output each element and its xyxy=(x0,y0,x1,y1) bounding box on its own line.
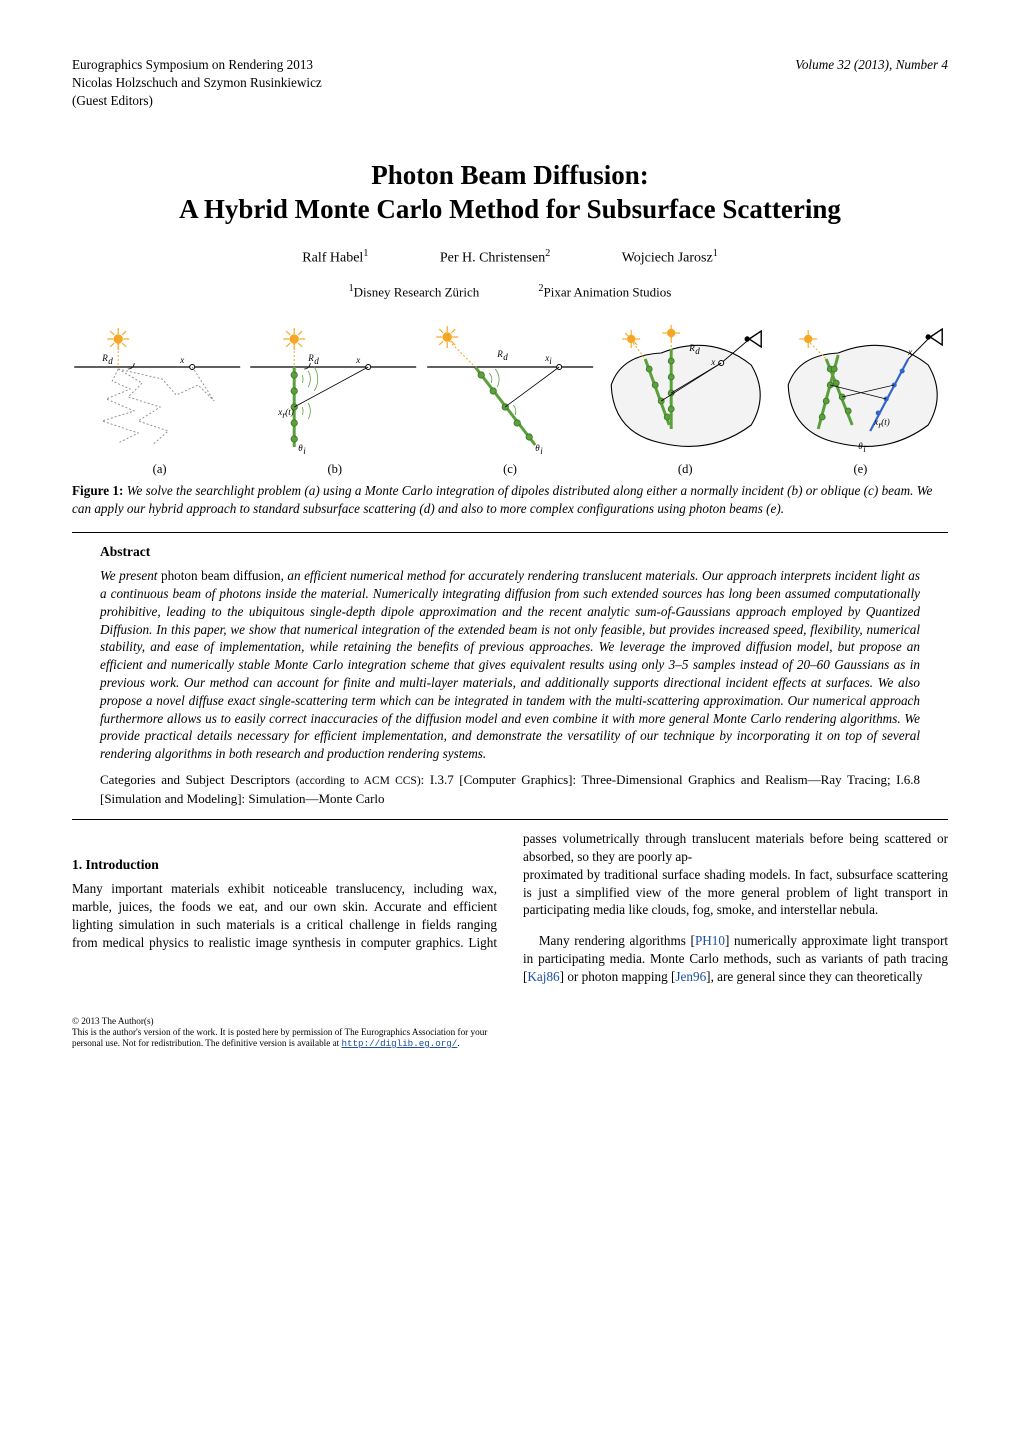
author-name: Per H. Christensen xyxy=(440,251,545,266)
affiliation-1: 1Disney Research Zürich xyxy=(349,282,480,301)
affiliation-2: 2Pixar Animation Studios xyxy=(539,282,672,301)
p2-a: Many rendering algorithms [ xyxy=(539,933,695,948)
figure-1d-label: (d) xyxy=(598,461,773,478)
title-line-1: Photon Beam Diffusion: xyxy=(72,159,948,193)
svg-text:(t): (t) xyxy=(881,417,890,427)
author-aff-mark: 1 xyxy=(363,248,368,259)
author-aff-mark: 2 xyxy=(545,248,550,259)
editors-role: (Guest Editors) xyxy=(72,92,322,110)
author-aff-mark: 1 xyxy=(713,248,718,259)
figure-1e: x⃗ x⃗r(t) θi xyxy=(778,325,948,455)
figure-1c: Rd x⃗i θi xyxy=(425,325,595,455)
venue-line: Eurographics Symposium on Rendering 2013 xyxy=(72,56,322,74)
svg-text:d: d xyxy=(503,352,508,362)
title-block: Photon Beam Diffusion: A Hybrid Monte Ca… xyxy=(72,159,948,301)
svg-text:(t): (t) xyxy=(286,407,295,417)
title-line-2: A Hybrid Monte Carlo Method for Subsurfa… xyxy=(72,193,948,227)
p2-c: ] or photon mapping [ xyxy=(560,969,676,984)
ccs-according: (according to ACM CCS) xyxy=(296,775,421,787)
volume-issue: Volume 32 (2013), Number 4 xyxy=(795,56,948,109)
author-2: Per H. Christensen2 xyxy=(440,247,550,269)
svg-text:R: R xyxy=(101,353,108,363)
author-1: Ralf Habel1 xyxy=(302,247,368,269)
figure-1d: Rd x⃗ xyxy=(601,325,771,455)
abstract-rest: , an efficient numerical method for accu… xyxy=(100,568,920,761)
figure-1b-label: (b) xyxy=(247,461,422,478)
svg-text:R: R xyxy=(688,343,695,353)
cite-jen96[interactable]: Jen96 xyxy=(675,969,706,984)
figure-1c-label: (c) xyxy=(422,461,597,478)
svg-text:d: d xyxy=(695,346,700,356)
footer-blurb-b: . xyxy=(457,1038,459,1048)
figure-1-panels: Rd x⃗ Rd x⃗ xyxy=(72,325,948,455)
affil-text: Pixar Animation Studios xyxy=(544,285,672,300)
figure-caption-lead: Figure 1: xyxy=(72,483,123,498)
svg-text:d: d xyxy=(108,356,113,366)
running-header: Eurographics Symposium on Rendering 2013… xyxy=(72,56,948,109)
divider-top xyxy=(72,532,948,533)
affil-text: Disney Research Zürich xyxy=(354,285,480,300)
author-3: Wojciech Jarosz1 xyxy=(622,247,718,269)
section-1-heading: 1. Introduction xyxy=(72,856,497,874)
figure-1a-label: (a) xyxy=(72,461,247,478)
abstract-body: We present photon beam diffusion, an eff… xyxy=(72,567,948,763)
venue-block: Eurographics Symposium on Rendering 2013… xyxy=(72,56,322,109)
svg-text:i: i xyxy=(304,446,307,455)
author-name: Wojciech Jarosz xyxy=(622,251,713,266)
abstract-heading: Abstract xyxy=(72,543,948,561)
copyright-footer: © 2013 The Author(s) This is the author'… xyxy=(72,1016,502,1049)
svg-text:x⃗: x⃗ xyxy=(179,355,191,365)
author-name: Ralf Habel xyxy=(302,251,363,266)
footer-link[interactable]: http://diglib.eg.org/ xyxy=(342,1038,458,1049)
abstract-method-name: photon beam diffusion xyxy=(161,568,281,583)
cite-ph10[interactable]: PH10 xyxy=(695,933,725,948)
svg-text:d: d xyxy=(315,356,320,366)
affiliations-row: 1Disney Research Zürich 2Pixar Animation… xyxy=(72,282,948,301)
abstract-prefix: We present xyxy=(100,568,161,583)
cite-kaj86[interactable]: Kaj86 xyxy=(527,969,559,984)
figure-1a: Rd x⃗ xyxy=(72,325,242,455)
ccs-prefix: Categories and Subject Descriptors xyxy=(100,772,296,787)
figure-1-labels: (a) (b) (c) (d) (e) xyxy=(72,461,948,478)
figure-1-caption: Figure 1: We solve the searchlight probl… xyxy=(72,482,948,518)
copyright-line: © 2013 The Author(s) xyxy=(72,1016,502,1027)
ccs-block: Categories and Subject Descriptors (acco… xyxy=(72,763,948,807)
svg-text:x⃗: x⃗ xyxy=(907,347,919,357)
figure-1b: Rd x⃗ x⃗r(t) θi xyxy=(248,325,418,455)
footer-blurb: This is the author's version of the work… xyxy=(72,1027,502,1049)
svg-text:R: R xyxy=(308,353,315,363)
figure-1e-label: (e) xyxy=(773,461,948,478)
editors-line: Nicolas Holzschuch and Szymon Rusinkiewi… xyxy=(72,74,322,92)
authors-row: Ralf Habel1 Per H. Christensen2 Wojciech… xyxy=(72,247,948,269)
divider-bottom xyxy=(72,819,948,820)
svg-text:R: R xyxy=(496,349,503,359)
p2-d: ], are general since they can theoretica… xyxy=(706,969,922,984)
figure-caption-body: We solve the searchlight problem (a) usi… xyxy=(72,483,932,516)
intro-para-1-cont: proximated by traditional surface shadin… xyxy=(523,866,948,919)
svg-text:x⃗: x⃗ xyxy=(356,355,368,365)
svg-text:i: i xyxy=(540,446,543,455)
intro-para-2: Many rendering algorithms [PH10] numeric… xyxy=(523,932,948,985)
body-columns: 1. Introduction Many important materials… xyxy=(72,830,948,986)
